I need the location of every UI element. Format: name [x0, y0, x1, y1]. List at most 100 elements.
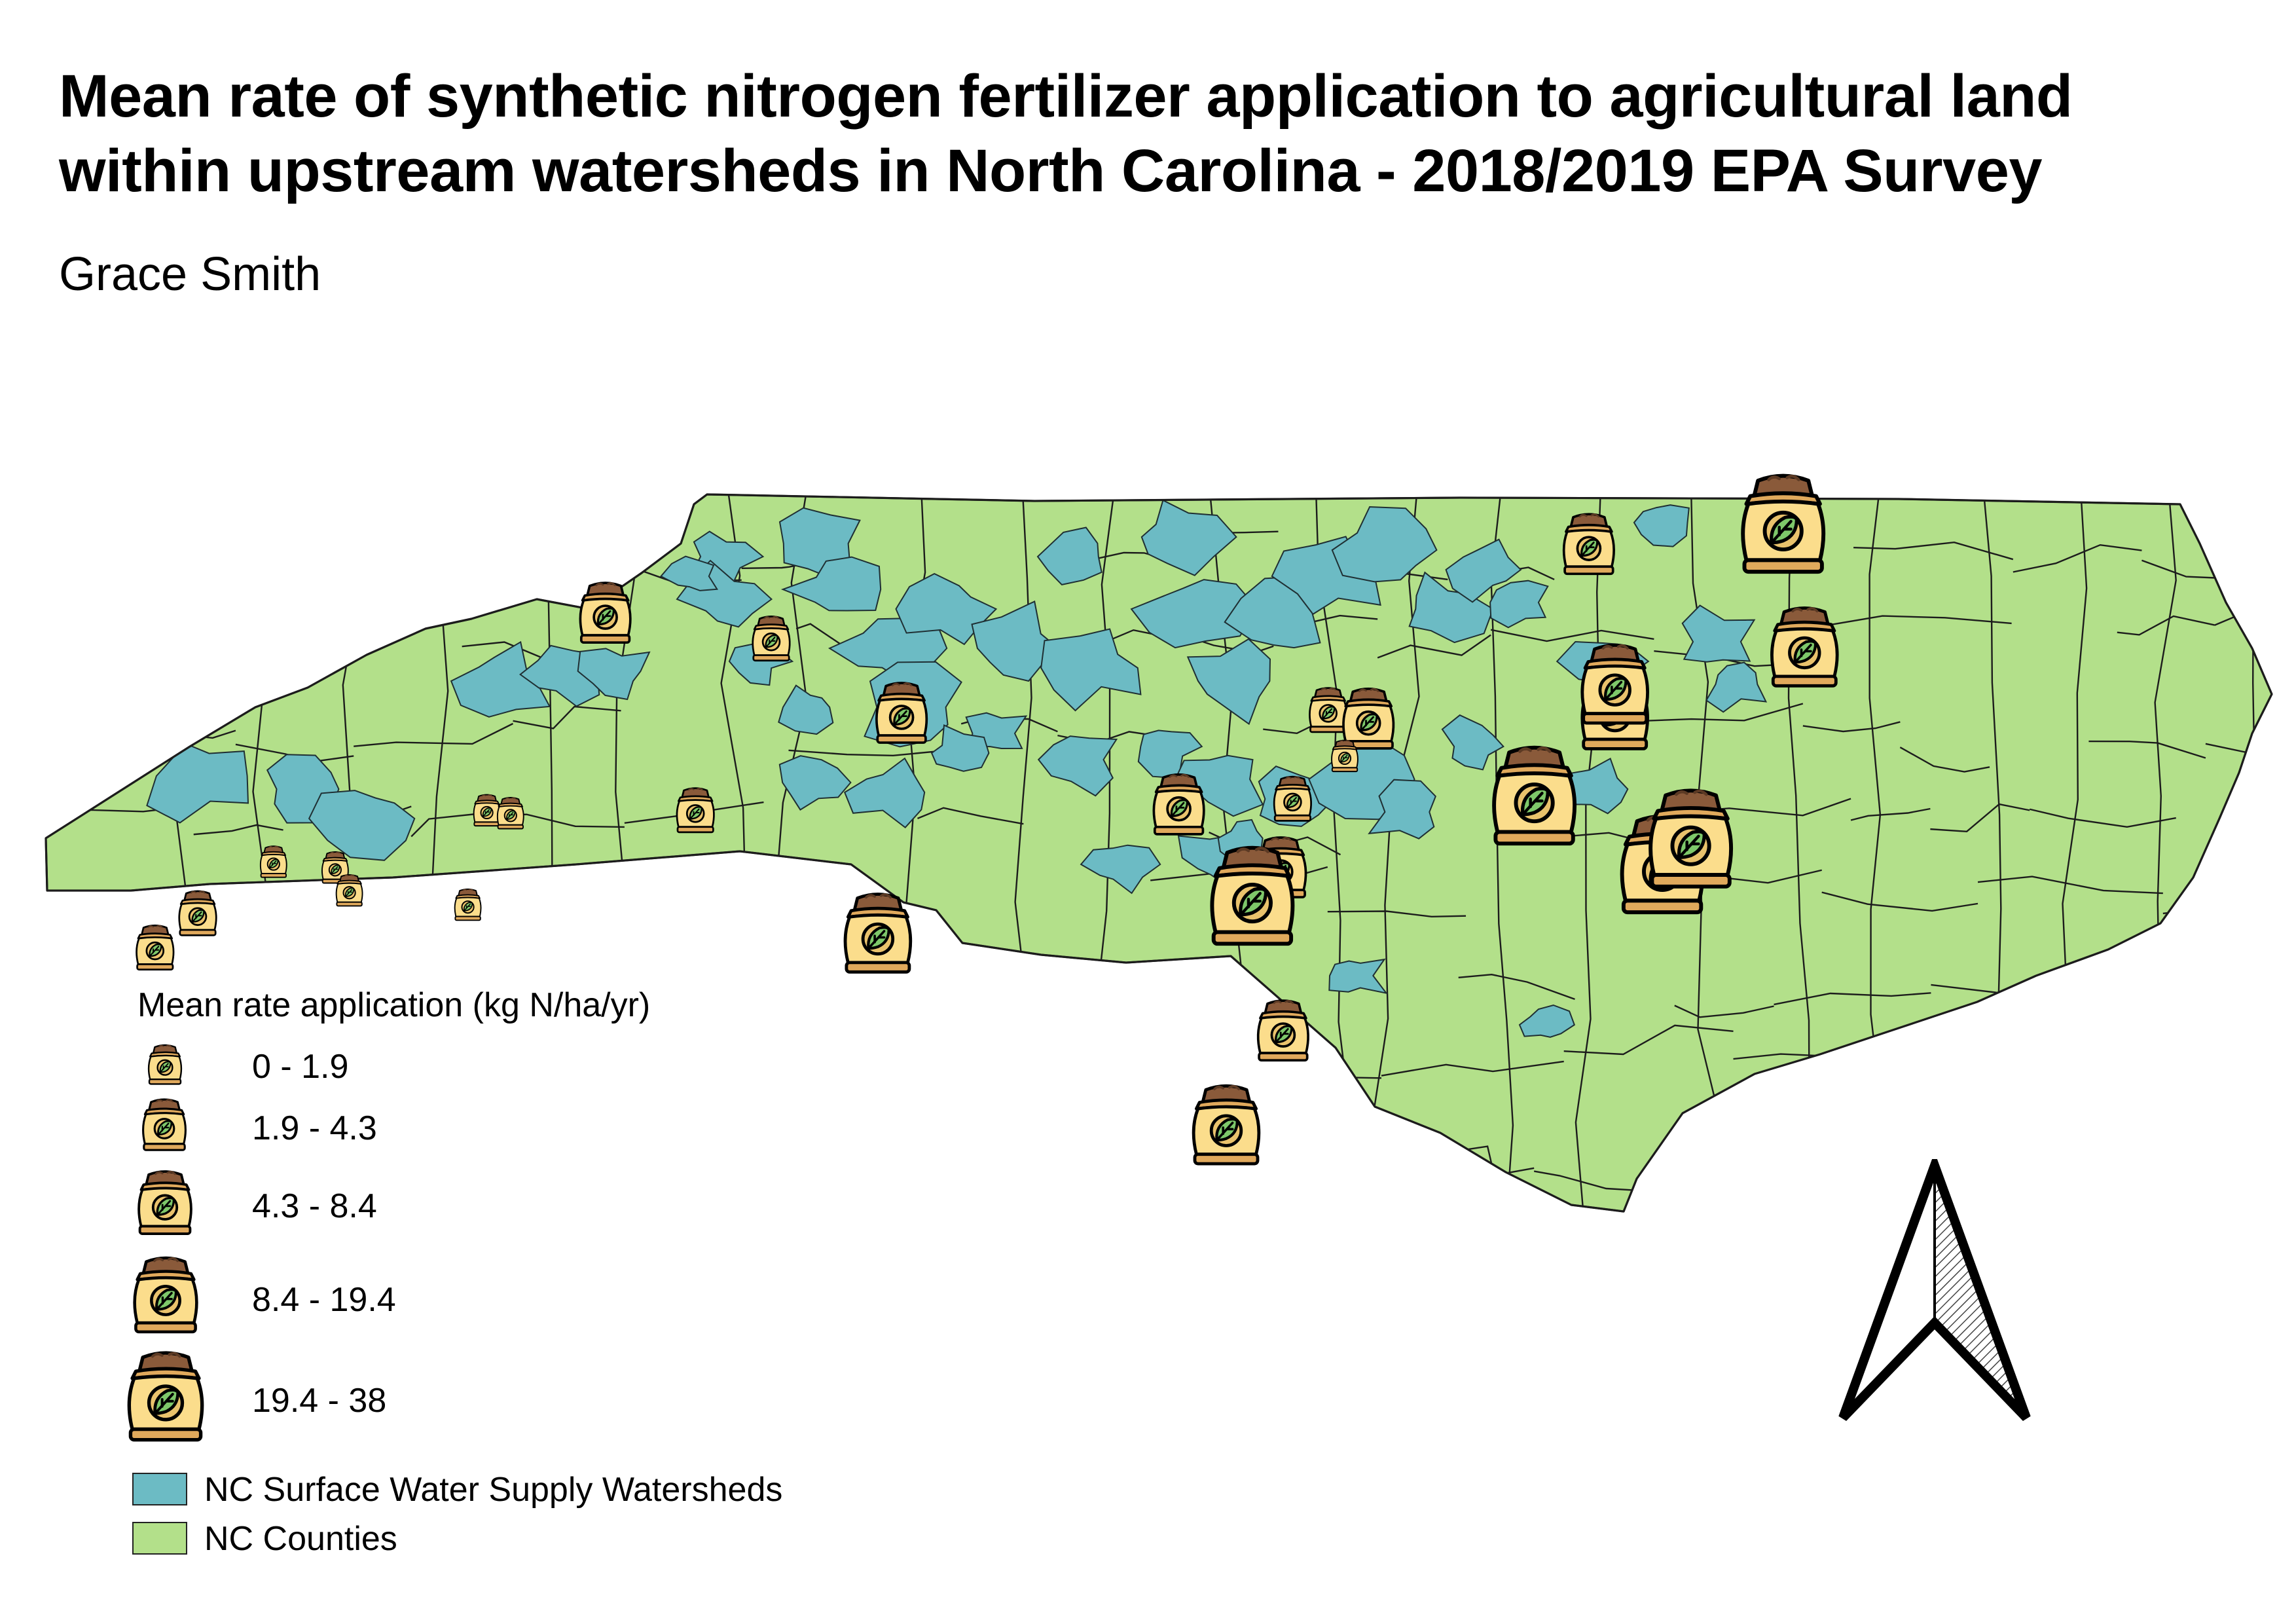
watershed — [895, 572, 998, 646]
fertilizer-bag-icon — [845, 895, 911, 972]
map-title-line-1: Mean rate of synthetic nitrogen fertiliz… — [59, 63, 2073, 130]
county-boundary — [1977, 876, 2163, 895]
county-boundary — [672, 874, 759, 892]
watershed — [1080, 844, 1161, 895]
fertilizer-bag-icon — [1743, 476, 1823, 572]
county-boundary — [2013, 544, 2142, 573]
county-boundary — [1632, 703, 1804, 722]
watershed — [1705, 661, 1768, 713]
county-boundary — [902, 1060, 1070, 1077]
watershed — [780, 556, 882, 612]
legend-class-1: 0 - 1.9 — [131, 1038, 851, 1116]
fertilizer-bag-icon — [752, 616, 791, 662]
county-boundary — [1904, 1029, 2085, 1056]
fertilizer-bag-icon — [335, 874, 363, 907]
fertilizer-bag-icon — [1582, 645, 1648, 723]
watershed — [1681, 604, 1756, 663]
fertilizer-bag-icon — [1650, 790, 1731, 887]
county-boundary — [1246, 1212, 1390, 1227]
legend-layer-label: NC Counties — [204, 1520, 397, 1558]
county-boundary — [1822, 615, 2012, 627]
county-boundary — [2250, 494, 2264, 1211]
county-boundary — [1575, 494, 1603, 1211]
county-boundary — [1993, 1145, 2087, 1157]
fertilizer-bag-icon — [454, 888, 482, 921]
watershed — [1140, 499, 1237, 576]
fertilizer-bag-icon — [1494, 748, 1575, 844]
county-boundary — [1490, 629, 1654, 642]
fertilizer-bag-icon — [147, 1044, 183, 1085]
legend-class-4: 8.4 - 19.4 — [131, 1261, 851, 1339]
fertilizer-bag-icon — [1212, 848, 1292, 944]
county-boundary — [1821, 891, 1978, 912]
county-boundary — [917, 807, 1024, 825]
watershed — [778, 684, 834, 735]
county-boundary — [513, 705, 621, 729]
watershed — [577, 648, 651, 701]
watershed — [660, 555, 719, 591]
watershed — [778, 755, 852, 811]
legend-class-2: 1.9 - 4.3 — [131, 1097, 851, 1175]
county-boundary — [26, 1223, 118, 1237]
map-author: Grace Smith — [59, 248, 321, 301]
county-boundary — [2029, 808, 2176, 828]
county-boundary — [1802, 721, 1901, 733]
county-boundary — [354, 722, 514, 747]
fertilizer-bag-icon — [1562, 513, 1615, 576]
county-boundary — [2030, 1190, 2136, 1211]
fertilizer-bag-icon — [496, 797, 524, 830]
county-boundary — [138, 652, 236, 659]
county-boundary — [902, 968, 1070, 986]
county-boundary — [1458, 973, 1575, 1001]
county-boundary — [205, 959, 337, 982]
county-boundary — [1930, 803, 2030, 833]
fertilizer-bag-icon — [259, 845, 287, 878]
county-boundary — [2162, 906, 2272, 915]
legend-layer-watersheds: NC Surface Water Supply Watersheds — [131, 1470, 982, 1509]
county-boundary — [46, 1066, 128, 1086]
fertilizer-bag-icon — [142, 1098, 187, 1151]
legend-class-label: 1.9 - 4.3 — [252, 1109, 377, 1147]
watershed — [1633, 504, 1690, 547]
county-boundary — [2185, 1053, 2272, 1068]
fertilizer-bag-icon — [136, 924, 175, 970]
map-title: Mean rate of synthetic nitrogen fertiliz… — [59, 59, 2285, 208]
county-boundary — [507, 887, 672, 911]
watershed — [1328, 958, 1388, 995]
county-boundary — [2086, 1129, 2206, 1142]
county-boundary — [1683, 1238, 1776, 1247]
county-boundary — [2088, 740, 2206, 759]
county-swatch — [132, 1522, 187, 1555]
fertilizer-bag-icon — [1194, 1086, 1259, 1164]
county-boundary — [643, 966, 738, 984]
legend-class-5: 19.4 - 38 — [131, 1365, 851, 1444]
watershed — [843, 757, 926, 829]
county-boundary — [1154, 1242, 1246, 1270]
county-boundary — [235, 610, 357, 635]
fertilizer-bag-icon — [1256, 999, 1309, 1062]
legend-layer-counties: NC Counties — [131, 1519, 982, 1559]
county-boundary — [1850, 807, 1931, 821]
county-boundary — [1674, 1005, 1774, 1018]
county-boundary — [1533, 1170, 1650, 1192]
fertilizer-bag-icon — [875, 682, 928, 744]
watershed — [1489, 580, 1549, 629]
watersheds-layer — [146, 499, 1768, 1038]
county-boundary — [46, 721, 150, 739]
county-boundary — [1563, 1024, 1734, 1056]
watershed — [1445, 538, 1522, 603]
fertilizer-bag-icon — [122, 1348, 210, 1445]
fertilizer-bag-icon — [178, 890, 217, 936]
county-boundary — [46, 636, 139, 652]
fertilizer-bag-icon — [137, 1170, 192, 1235]
fertilizer-bag-icon — [1342, 687, 1395, 750]
legend-class-label: 19.4 - 38 — [252, 1382, 387, 1420]
watershed-swatch — [132, 1473, 187, 1505]
watershed — [930, 724, 990, 772]
fertilizer-bag-icon — [676, 787, 715, 834]
fertilizer-bag-icon — [1772, 608, 1837, 686]
fertilizer-bag-icon — [128, 1254, 203, 1337]
watershed — [971, 600, 1059, 682]
county-boundary — [2205, 1126, 2272, 1142]
